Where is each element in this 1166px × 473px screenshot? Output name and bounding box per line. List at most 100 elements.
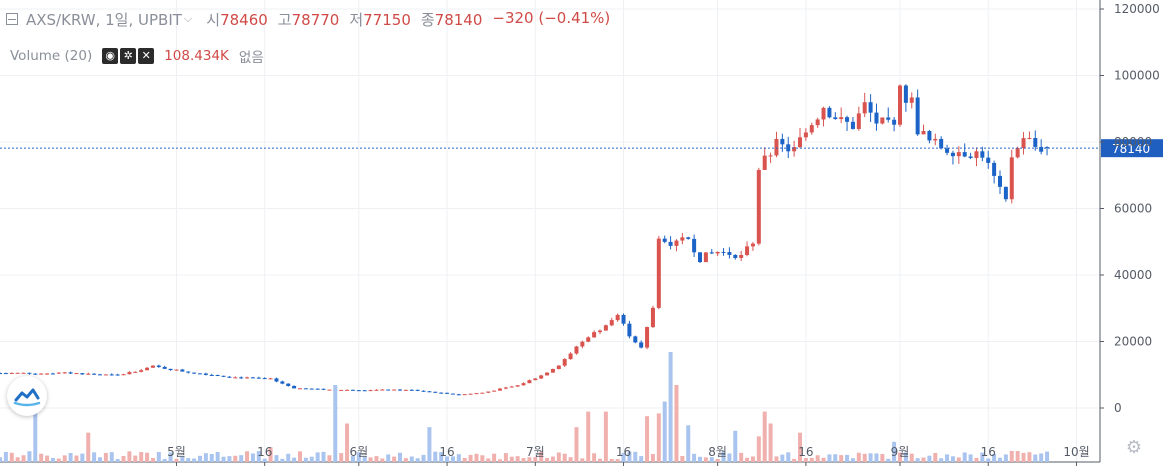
candle-body xyxy=(1027,138,1032,140)
candle-body xyxy=(3,373,8,375)
volume-label[interactable]: Volume (20) xyxy=(10,48,93,64)
candle-body xyxy=(492,390,497,392)
candle-body xyxy=(709,252,714,254)
volume-bar xyxy=(92,452,97,462)
candle-body xyxy=(668,241,673,246)
volume-bar xyxy=(768,423,773,462)
collapse-icon[interactable] xyxy=(6,13,18,25)
candle-body xyxy=(986,157,991,163)
candle-body xyxy=(592,332,597,338)
volume-bar xyxy=(386,454,391,462)
volume-bar xyxy=(680,455,685,462)
volume-bar xyxy=(603,411,608,462)
volume-bar xyxy=(333,385,338,462)
volume-bar xyxy=(250,453,255,462)
candle-body xyxy=(368,390,373,392)
low-label: 저 xyxy=(349,10,364,29)
candle-body xyxy=(762,155,767,170)
candle-body xyxy=(603,325,608,331)
volume-bar xyxy=(527,457,532,462)
eye-icon[interactable]: ◉ xyxy=(102,48,119,64)
y-tick-label: 100000 xyxy=(1114,69,1160,83)
candle-body xyxy=(639,342,644,348)
candle-body xyxy=(162,366,167,369)
volume-bar xyxy=(780,454,785,462)
volume-bar xyxy=(421,454,426,462)
candle-body xyxy=(192,372,197,374)
candle-body xyxy=(774,138,779,156)
volume-bar xyxy=(739,452,744,462)
volume-bar xyxy=(1039,453,1044,462)
volume-value: 108.434K xyxy=(164,48,229,64)
volume-bar xyxy=(1021,452,1026,462)
volume-bar xyxy=(692,453,697,462)
volume-bar xyxy=(192,458,197,462)
candle-body xyxy=(115,374,120,376)
gear-icon[interactable]: ✲ xyxy=(120,48,137,64)
volume-bar xyxy=(221,456,226,462)
volume-bar xyxy=(915,458,920,462)
volume-bar xyxy=(374,456,379,462)
volume-bar xyxy=(786,452,791,462)
volume-bar xyxy=(627,451,632,462)
candle-body xyxy=(574,346,579,354)
candle-body xyxy=(168,368,173,371)
candle-body xyxy=(156,365,161,367)
volume-bar xyxy=(174,458,179,462)
candle-body xyxy=(439,392,444,394)
candle-body xyxy=(62,372,67,374)
y-tick-label: 20000 xyxy=(1114,335,1152,349)
candle-body xyxy=(486,391,491,393)
candle-body xyxy=(80,373,85,375)
volume-bar xyxy=(280,458,285,462)
candle-body xyxy=(74,373,79,375)
candle-body xyxy=(745,246,750,256)
chevron-down-icon[interactable]: ⌵ xyxy=(183,12,193,25)
volume-bar xyxy=(156,452,161,462)
volume-bar xyxy=(598,458,602,462)
volume-bar xyxy=(927,455,932,462)
volume-bar xyxy=(674,385,679,462)
candle-body xyxy=(380,389,385,391)
candle-body xyxy=(45,373,50,375)
volume-bar xyxy=(127,451,132,462)
candle-body xyxy=(403,389,408,391)
candle-body xyxy=(221,375,226,377)
candle-body xyxy=(821,107,826,120)
symbol-title[interactable]: AXS/KRW, 1일, UPBIT xyxy=(26,10,182,29)
candle-body xyxy=(715,251,720,254)
candle-body xyxy=(803,132,808,138)
candle-body xyxy=(750,243,755,247)
candle-body xyxy=(580,341,585,347)
volume-bar xyxy=(803,458,808,462)
volume-bar xyxy=(733,430,738,462)
open-value: 78460 xyxy=(220,10,268,29)
candle-body xyxy=(415,389,420,391)
volume-bar xyxy=(521,458,526,462)
volume-bar xyxy=(568,457,573,462)
candle-body xyxy=(280,381,285,384)
volume-bar xyxy=(180,456,185,462)
volume-bar xyxy=(215,451,220,462)
candle-body xyxy=(598,330,602,333)
volume-bar xyxy=(186,458,191,462)
volume-bar xyxy=(486,458,491,462)
volume-bar xyxy=(827,454,832,462)
candle-body xyxy=(427,391,432,393)
volume-bar xyxy=(439,452,444,462)
volume-bar xyxy=(1003,454,1008,462)
volume-bar xyxy=(80,453,85,462)
candle-body xyxy=(103,374,108,376)
volume-bar xyxy=(862,453,867,462)
upbit-logo[interactable] xyxy=(7,376,47,416)
settings-gear-icon[interactable]: ⚙ xyxy=(1125,437,1143,458)
volume-bar xyxy=(368,457,373,462)
close-icon[interactable]: ✕ xyxy=(138,48,155,64)
candle-body xyxy=(780,138,785,145)
candle-body xyxy=(621,314,626,324)
candle-body xyxy=(998,175,1002,187)
volume-bar xyxy=(698,456,702,462)
candle-body xyxy=(509,386,514,388)
volume-bar xyxy=(309,456,314,462)
